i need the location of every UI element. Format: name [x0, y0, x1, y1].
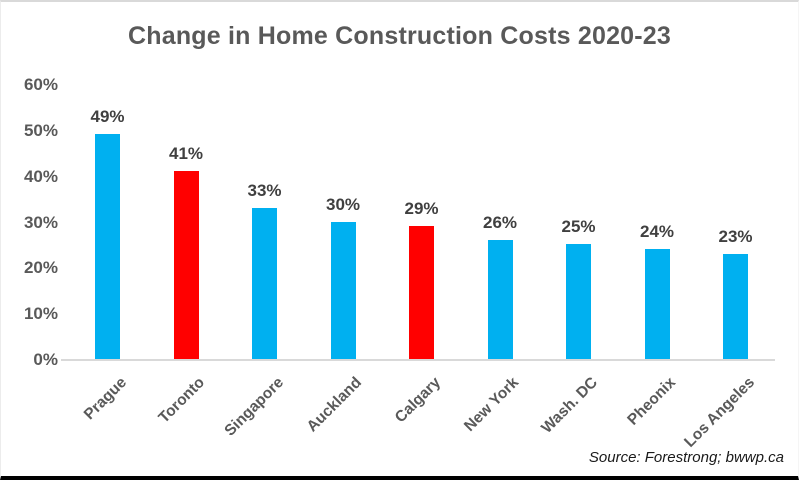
bar	[566, 244, 591, 359]
bar-value-label: 25%	[561, 217, 596, 237]
bar	[644, 249, 670, 359]
y-tick-label: 10%	[23, 304, 58, 324]
x-axis-line	[61, 359, 775, 361]
bar	[173, 171, 199, 359]
y-axis: 0% 10% 20% 30% 40% 50% 60%	[1, 2, 58, 476]
y-tick-label: 20%	[23, 258, 58, 278]
y-tick-label: 60%	[23, 75, 58, 95]
bar-value-label: 23%	[718, 226, 753, 246]
bar-value-label: 30%	[325, 194, 361, 214]
bar	[95, 134, 120, 359]
y-tick-label: 30%	[23, 212, 58, 232]
bar-value-label: 26%	[482, 212, 518, 232]
bar-value-label: 49%	[90, 107, 125, 127]
bar-value-label: 41%	[168, 144, 204, 164]
bar	[409, 226, 434, 359]
bar-value-label: 24%	[639, 222, 675, 241]
y-tick-label: 0%	[33, 350, 58, 369]
bar	[330, 221, 356, 359]
source-note: Source: Forestrong; bwwp.ca	[588, 449, 784, 466]
bar	[252, 207, 277, 359]
chart-title: Change in Home Construction Costs 2020-2…	[127, 22, 672, 50]
bar-value-label: 33%	[247, 180, 282, 200]
y-tick-label: 50%	[23, 120, 58, 140]
y-tick-label: 40%	[23, 166, 58, 186]
bar-value-label: 29%	[404, 199, 439, 219]
bar	[487, 239, 513, 359]
bar	[723, 253, 748, 359]
